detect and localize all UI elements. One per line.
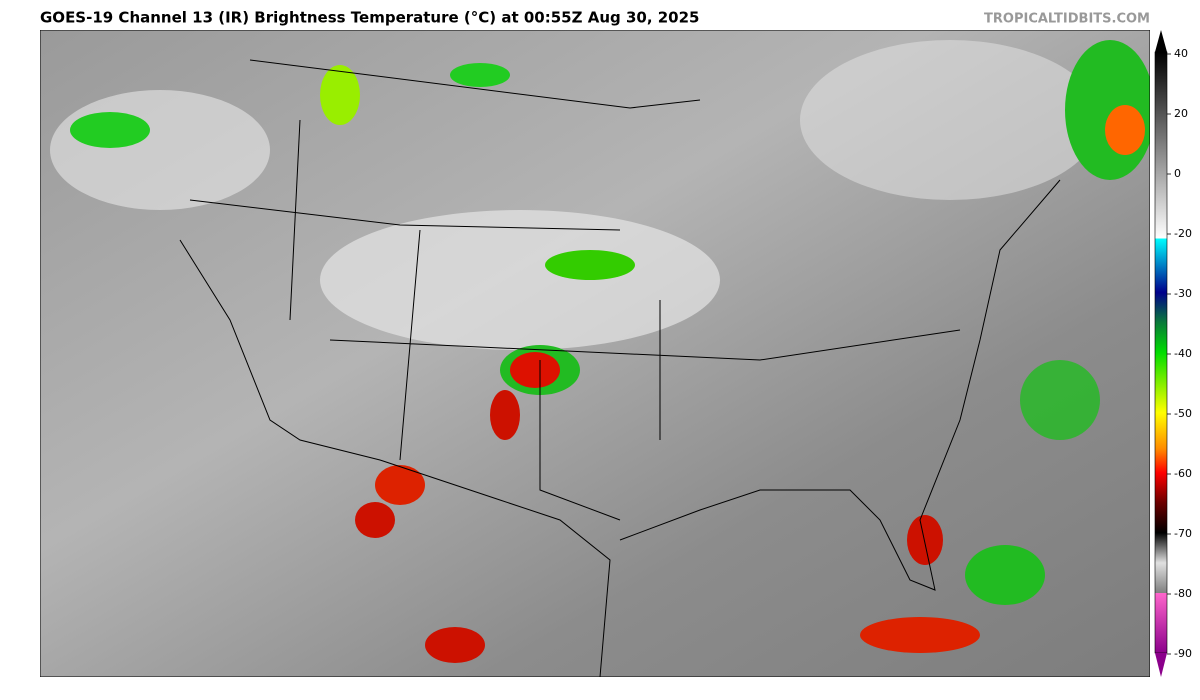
colorbar-tick-label: -60 — [1174, 467, 1192, 480]
colorbar-tick-label: -40 — [1174, 347, 1192, 360]
colorbar-tick-label: -80 — [1174, 587, 1192, 600]
credit: TROPICALTIDBITS.COM — [984, 12, 1150, 27]
colorbar-tick-label: -30 — [1174, 287, 1192, 300]
title: GOES-19 Channel 13 (IR) Brightness Tempe… — [40, 9, 700, 27]
colorbar-tick-label: -90 — [1174, 647, 1192, 660]
satellite-image — [40, 30, 1150, 677]
colorbar-tick-label: -70 — [1174, 527, 1192, 540]
colorbar-tick-label: -50 — [1174, 407, 1192, 420]
borders — [179, 59, 1061, 677]
colorbar-tick-label: 40 — [1174, 47, 1188, 60]
colorbar — [1154, 30, 1168, 677]
colorbar-tick-label: 20 — [1174, 107, 1188, 120]
colorbar-tick-label: -20 — [1174, 227, 1192, 240]
colorbar-tick-label: 0 — [1174, 167, 1181, 180]
